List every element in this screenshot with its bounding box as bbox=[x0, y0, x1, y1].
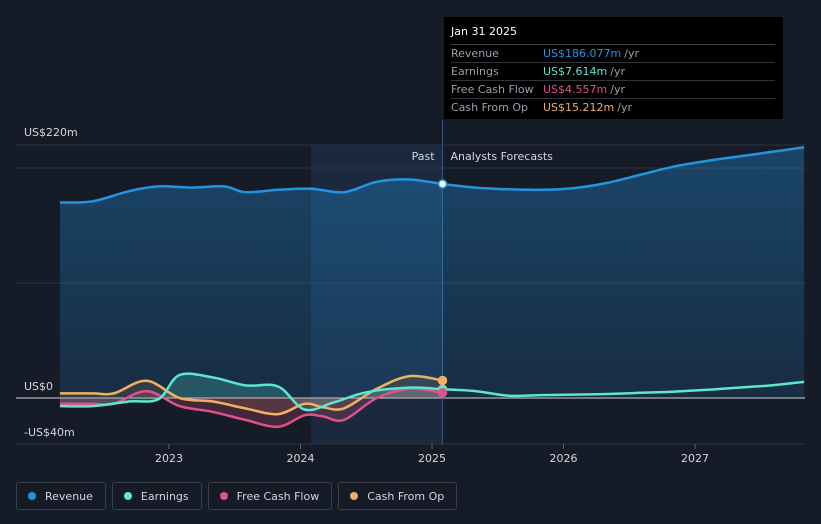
x-tick-label: 2023 bbox=[155, 452, 183, 465]
tooltip-row-fcf: Free Cash Flow US$4.557m /yr bbox=[451, 81, 775, 99]
tooltip-date: Jan 31 2025 bbox=[451, 22, 775, 45]
y-label-bottom: -US$40m bbox=[24, 426, 75, 439]
legend-dot-fcf-icon bbox=[219, 492, 228, 500]
y-label-top: US$220m bbox=[24, 126, 78, 139]
tooltip-row-revenue: Revenue US$186.077m /yr bbox=[451, 45, 775, 63]
legend-dot-cfo-icon bbox=[350, 492, 359, 500]
revenue-line bbox=[59, 146, 805, 204]
tooltip: Jan 31 2025 Revenue US$186.077m /yr Earn… bbox=[444, 17, 783, 119]
cfo-marker bbox=[437, 375, 448, 386]
legend-label-cash-from-op: Cash From Op bbox=[367, 489, 445, 503]
forecast-label: Analysts Forecasts bbox=[451, 150, 554, 163]
legend-dot-revenue-icon bbox=[28, 492, 36, 500]
tooltip-revenue-label: Revenue bbox=[451, 47, 499, 60]
fcf-marker bbox=[437, 387, 448, 398]
legend-item-earnings[interactable]: Earnings bbox=[111, 482, 202, 510]
tooltip-cfo-value: US$15.212m bbox=[543, 101, 615, 114]
tooltip-cfo-unit: /yr bbox=[617, 101, 632, 114]
tooltip-earnings-label: Earnings bbox=[451, 65, 499, 78]
tooltip-earnings-value: US$7.614m bbox=[543, 65, 608, 78]
x-tick-label: 2027 bbox=[681, 452, 709, 465]
revenue-area bbox=[59, 147, 805, 398]
y-label-zero: US$0 bbox=[24, 380, 53, 393]
legend-item-revenue[interactable]: Revenue bbox=[16, 482, 106, 510]
legend-item-free-cash-flow[interactable]: Free Cash Flow bbox=[207, 482, 333, 510]
legend-label-revenue: Revenue bbox=[45, 489, 93, 503]
earnings-line bbox=[59, 372, 805, 412]
x-tick-label: 2024 bbox=[287, 452, 315, 465]
tooltip-fcf-unit: /yr bbox=[610, 83, 625, 96]
earnings-area bbox=[59, 373, 443, 411]
x-tick-label: 2026 bbox=[550, 452, 578, 465]
tooltip-cfo-label: Cash From Op bbox=[451, 101, 529, 114]
legend-label-earnings: Earnings bbox=[140, 489, 189, 503]
revenue-marker bbox=[437, 179, 448, 189]
tooltip-row-earnings: Earnings US$7.614m /yr bbox=[451, 63, 775, 81]
tooltip-fcf-value: US$4.557m bbox=[543, 83, 608, 96]
tooltip-revenue-value: US$186.077m bbox=[543, 47, 622, 60]
legend: Revenue Earnings Free Cash Flow Cash Fro… bbox=[16, 482, 458, 510]
tooltip-revenue-unit: /yr bbox=[624, 47, 639, 60]
x-tick-label: 2025 bbox=[418, 452, 446, 465]
past-label: Past bbox=[412, 150, 436, 163]
tooltip-earnings-unit: /yr bbox=[610, 65, 625, 78]
tooltip-fcf-label: Free Cash Flow bbox=[451, 83, 534, 96]
legend-item-cash-from-op[interactable]: Cash From Op bbox=[338, 482, 458, 510]
cfo-area bbox=[59, 375, 443, 415]
legend-dot-earnings-icon bbox=[123, 492, 132, 500]
legend-label-free-cash-flow: Free Cash Flow bbox=[236, 489, 320, 503]
tooltip-row-cfo: Cash From Op US$15.212m /yr bbox=[451, 99, 775, 116]
